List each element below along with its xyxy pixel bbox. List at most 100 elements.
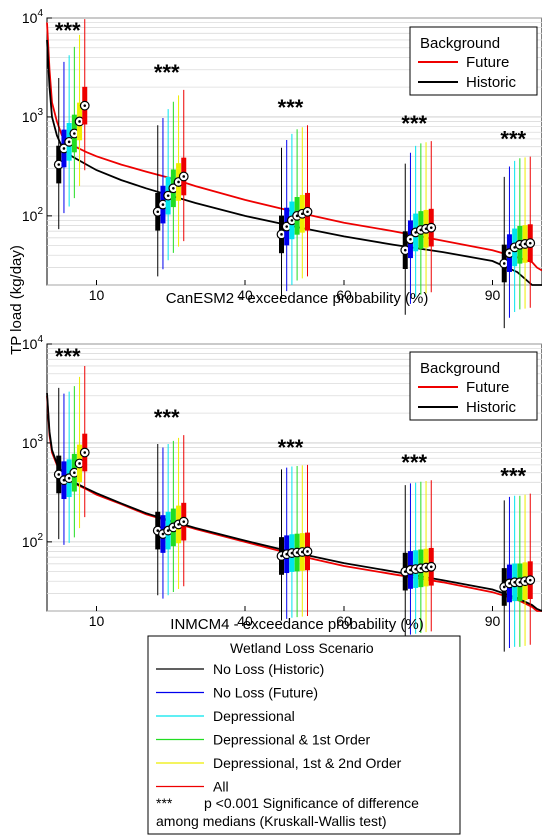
scenario-legend-title: Wetland Loss Scenario	[230, 640, 374, 656]
median-dot	[161, 532, 165, 536]
box-group: ***	[400, 450, 437, 637]
median-dot	[67, 476, 71, 480]
significance-note-line1: p <0.001 Significance of difference	[204, 795, 419, 811]
plot-legend: Background Future Historic	[409, 26, 538, 96]
median-dot	[73, 132, 76, 135]
median-dot	[156, 210, 160, 214]
median-dot	[57, 163, 61, 166]
y-tick-label: 104	[22, 334, 44, 352]
median-dot	[429, 226, 433, 229]
x-tick-label: 40	[237, 613, 253, 629]
y-tick-label: 102	[22, 206, 44, 224]
median-dot	[182, 520, 186, 523]
legend-label-future: Future	[466, 54, 509, 71]
median-dot	[78, 120, 81, 123]
historic-background-curve	[46, 392, 542, 612]
median-dot	[290, 219, 294, 222]
y-tick-label-exponent: 3	[37, 107, 43, 118]
box-group: ***	[152, 405, 189, 599]
significance-note-marker: ***	[156, 795, 173, 811]
y-tick-label: 103	[22, 107, 44, 125]
panel-inmcm4: *** *** *** *** *** 10 40 60 90 102 103 104 INMCM…	[22, 334, 542, 652]
median-dot	[166, 194, 170, 197]
y-tick-label-exponent: 4	[37, 334, 43, 345]
median-dot	[403, 248, 407, 252]
median-dot	[172, 526, 175, 529]
significance-marker: ***	[55, 344, 81, 369]
x-ticks: 10 40 60 90	[89, 280, 500, 303]
significance-marker: ***	[278, 95, 304, 120]
median-dot	[528, 241, 532, 245]
significance-marker: ***	[500, 127, 526, 152]
box-group: ***	[276, 95, 313, 299]
box-group: ***	[499, 127, 536, 329]
scenario-legend-label: Depressional	[213, 708, 295, 724]
median-dot	[513, 246, 516, 249]
median-dot	[83, 451, 87, 454]
x-axis-label: CanESM2 - exceedance probability (%)	[166, 290, 429, 307]
box-group: ***	[276, 435, 313, 621]
box-group: ***	[53, 18, 90, 230]
box-group: ***	[152, 60, 189, 277]
scenario-legend-label: Depressional & 1st Order	[213, 732, 371, 748]
significance-marker: ***	[401, 450, 427, 475]
median-dot	[429, 565, 433, 569]
box-group: ***	[499, 464, 536, 652]
x-tick-label: 60	[336, 613, 352, 629]
significance-marker: ***	[401, 111, 427, 136]
y-tick-label: 102	[22, 532, 44, 550]
panel-canesm2: *** *** *** *** *** 10 40 60 90 102 103 104 CanES…	[22, 8, 542, 329]
median-dot	[57, 473, 61, 476]
x-axis-label: INMCM4 - exceedance probability (%)	[170, 616, 423, 633]
median-dot	[83, 104, 87, 107]
scenario-legend: Wetland Loss Scenario No Loss (Historic)…	[147, 635, 461, 835]
y-tick-label-exponent: 4	[37, 8, 43, 19]
box-groups: *** *** *** *** ***	[53, 344, 536, 652]
median-dot	[285, 225, 289, 228]
median-dot	[409, 237, 412, 241]
median-dot	[528, 578, 532, 582]
median-dot	[172, 186, 175, 190]
significance-note-line2: among medians (Kruskall-Wallis test)	[156, 813, 387, 829]
x-tick-label: 10	[89, 287, 105, 303]
box-groups: *** *** *** *** ***	[53, 18, 536, 329]
significance-marker: ***	[55, 18, 81, 43]
plot-legend: Background Future Historic	[409, 351, 538, 421]
x-ticks: 10 40 60 90	[89, 606, 501, 629]
median-dot	[280, 233, 283, 236]
median-dot	[177, 180, 180, 184]
median-dot	[182, 175, 186, 178]
median-dot	[166, 529, 170, 532]
legend-title: Background	[420, 360, 500, 377]
median-dot	[156, 529, 160, 532]
y-tick-label-exponent: 2	[37, 206, 43, 217]
x-tick-label: 10	[89, 613, 105, 629]
x-tick-label: 40	[237, 287, 253, 303]
scenario-legend-label: All	[213, 779, 229, 795]
legend-label-future: Future	[466, 379, 509, 396]
significance-marker: ***	[500, 464, 526, 489]
x-tick-label: 60	[336, 287, 352, 303]
x-tick-label: 90	[485, 613, 501, 629]
median-dot	[67, 140, 71, 144]
scenario-legend-label: No Loss (Historic)	[213, 661, 324, 677]
significance-marker: ***	[154, 60, 180, 85]
legend-title: Background	[420, 35, 500, 52]
legend-label-historic: Historic	[466, 74, 517, 91]
scenario-legend-label: No Loss (Future)	[213, 685, 318, 701]
median-dot	[78, 462, 81, 465]
significance-marker: ***	[154, 405, 180, 430]
legend-label-historic: Historic	[466, 399, 517, 416]
box-group: ***	[53, 344, 90, 545]
background-curves	[46, 392, 542, 612]
median-dot	[161, 203, 165, 206]
y-tick-label: 104	[22, 8, 44, 26]
y-axis-label: TP load (kg/day)	[8, 245, 25, 355]
median-dot	[177, 523, 180, 526]
median-dot	[502, 585, 506, 589]
median-dot	[502, 262, 506, 265]
significance-marker: ***	[278, 435, 304, 460]
median-dot	[62, 147, 66, 150]
median-dot	[306, 210, 309, 214]
